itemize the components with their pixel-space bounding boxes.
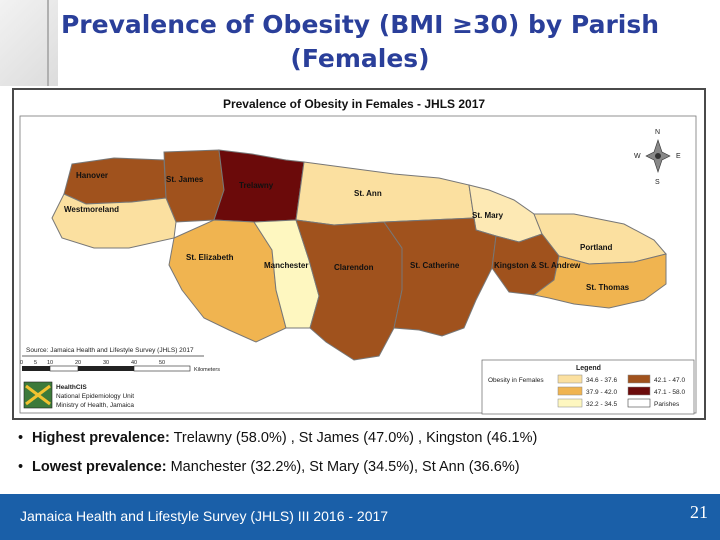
svg-text:Kilometers: Kilometers — [194, 367, 220, 373]
bullet-highest: • Highest prevalence: Trelawny (58.0%) ,… — [18, 430, 708, 446]
legend-title: Legend — [576, 365, 601, 372]
parish-hanover — [63, 157, 167, 205]
label-st-thomas: St. Thomas — [586, 283, 630, 292]
svg-text:50: 50 — [159, 360, 165, 366]
legend-label-4: 42.1 - 47.0 — [654, 377, 685, 384]
legend-swatch-1 — [557, 374, 583, 384]
svg-text:S: S — [655, 179, 660, 186]
svg-text:5: 5 — [34, 360, 37, 366]
svg-text:W: W — [634, 153, 641, 160]
label-st-elizabeth: St. Elizabeth — [186, 253, 234, 262]
legend-label-6: Parishes — [654, 401, 680, 408]
svg-text:10: 10 — [47, 360, 53, 366]
label-st-ann: St. Ann — [354, 189, 382, 198]
legend-label-1: 34.6 - 37.6 — [586, 377, 617, 384]
map-heading: Prevalence of Obesity in Females - JHLS … — [223, 97, 485, 111]
legend-label-3: 32.2 - 34.5 — [586, 401, 617, 408]
parish-st-ann — [295, 161, 475, 226]
legend-label-5: 47.1 - 58.0 — [654, 389, 685, 396]
parish-st-catherine — [383, 217, 497, 337]
label-st-catherine: St. Catherine — [410, 261, 460, 270]
footer-text: Jamaica Health and Lifestyle Survey (JHL… — [20, 508, 389, 524]
slide-title: Prevalence of Obesity (BMI ≥30) by Paris… — [0, 8, 720, 76]
parish-st-james — [163, 149, 225, 223]
legend-swatch-6 — [627, 398, 651, 408]
legend-swatch-4 — [627, 374, 651, 384]
legend-group-label: Obesity in Females — [488, 377, 544, 384]
label-portland: Portland — [580, 243, 613, 252]
label-clarendon: Clarendon — [334, 263, 374, 272]
bullet-dot-icon: • — [18, 459, 24, 475]
parish-st-thomas — [532, 253, 667, 309]
svg-text:E: E — [676, 153, 681, 160]
svg-text:N: N — [655, 129, 660, 136]
bullet-dot-icon: • — [18, 430, 24, 446]
map-legend: Legend Obesity in Females 34.6 - 37.6 37… — [481, 359, 695, 415]
legend-swatch-3 — [557, 398, 583, 408]
legend-swatch-5 — [627, 386, 651, 396]
ministry-logo: HealthCIS National Epidemiology Unit Min… — [23, 381, 134, 409]
bullet-list: • Highest prevalence: Trelawny (58.0%) ,… — [18, 430, 708, 488]
title-line-1: Prevalence of Obesity (BMI ≥30) by Paris… — [60, 10, 660, 39]
map-source: Source: Jamaica Health and Lifestyle Sur… — [26, 347, 194, 354]
bullet-text-lowest: Manchester (32.2%), St Mary (34.5%), St … — [166, 459, 520, 475]
svg-text:Ministry of Health, Jamaica: Ministry of Health, Jamaica — [56, 402, 134, 409]
label-st-mary: St. Mary — [472, 211, 504, 220]
svg-text:30: 30 — [103, 360, 109, 366]
corner-line — [47, 0, 49, 86]
page-number: 21 — [690, 502, 708, 522]
label-st-james: St. James — [166, 175, 204, 184]
map-figure: Prevalence of Obesity in Females - JHLS … — [12, 88, 706, 420]
compass-rose-icon: N S E W — [634, 129, 681, 186]
scale-bar: 0 5 10 20 30 40 50 Kilometers — [20, 355, 220, 373]
legend-swatch-2 — [557, 386, 583, 396]
svg-text:0: 0 — [20, 360, 23, 366]
title-line-2: (Females) — [290, 44, 430, 73]
label-westmoreland: Westmoreland — [64, 205, 119, 214]
label-manchester: Manchester — [264, 261, 308, 270]
label-trelawny: Trelawny — [239, 181, 274, 190]
svg-text:HealthCIS: HealthCIS — [56, 384, 87, 391]
bullet-label-lowest: Lowest prevalence: — [32, 459, 167, 475]
label-kingston-st-andrew: Kingston & St. Andrew — [494, 261, 581, 270]
bullet-label-highest: Highest prevalence: — [32, 430, 170, 446]
svg-text:20: 20 — [75, 360, 81, 366]
parish-st-elizabeth — [168, 219, 287, 343]
footer-bar: Jamaica Health and Lifestyle Survey (JHL… — [0, 494, 720, 540]
bullet-lowest: • Lowest prevalence: Manchester (32.2%),… — [18, 459, 708, 475]
legend-label-2: 37.9 - 42.0 — [586, 389, 617, 396]
svg-text:40: 40 — [131, 360, 137, 366]
svg-text:National Epidemiology Unit: National Epidemiology Unit — [56, 393, 134, 400]
label-hanover: Hanover — [76, 171, 108, 180]
jamaica-map: Prevalence of Obesity in Females - JHLS … — [19, 97, 697, 415]
map-inner-border — [19, 115, 697, 414]
bullet-text-highest: Trelawny (58.0%) , St James (47.0%) , Ki… — [169, 430, 538, 446]
